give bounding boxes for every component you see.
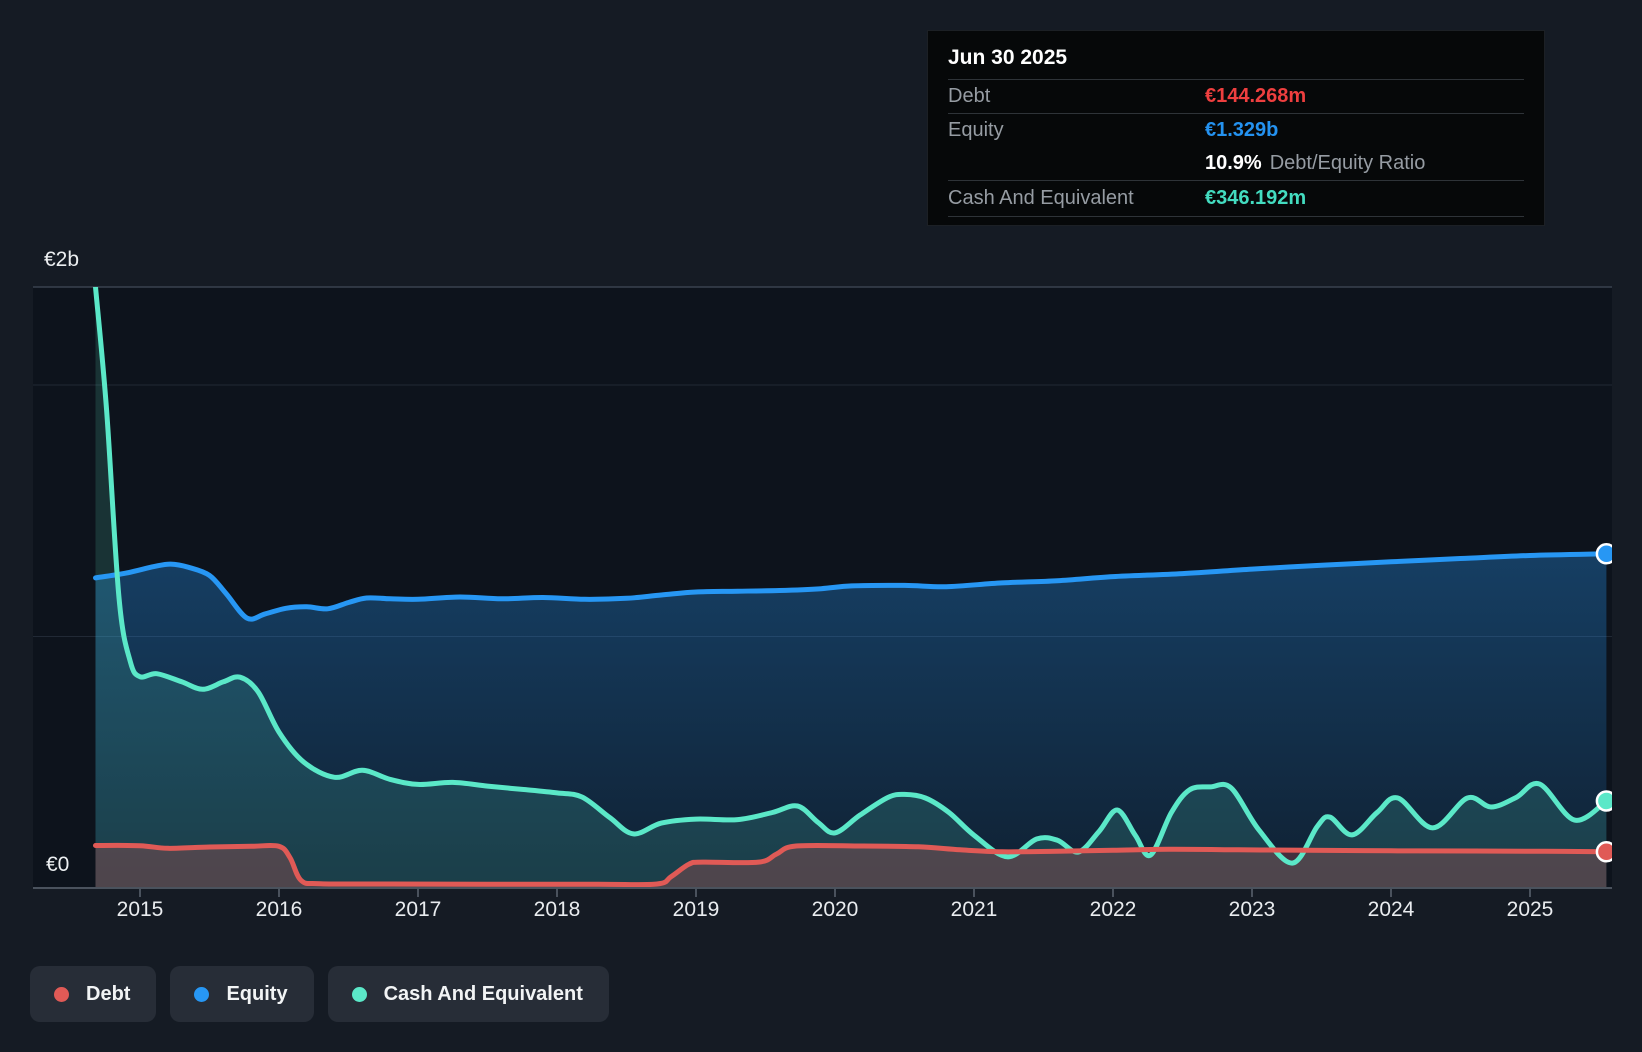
x-axis-year-label: 2019 (673, 898, 720, 921)
tooltip-divider (948, 180, 1524, 181)
chart-tooltip: Jun 30 2025 Debt €144.268m Equity €1.329… (927, 30, 1545, 226)
x-axis-year-label: 2017 (395, 898, 442, 921)
tooltip-divider (948, 79, 1524, 80)
y-axis-max-label: €2b (44, 248, 79, 271)
x-axis-year-label: 2022 (1090, 898, 1137, 921)
tooltip-cash-label: Cash And Equivalent (948, 187, 1134, 209)
legend-label: Cash And Equivalent (383, 982, 583, 1005)
tooltip-divider (948, 113, 1524, 114)
equity-series-dot-icon (194, 986, 210, 1002)
legend-label: Equity (226, 982, 288, 1005)
x-axis-year-label: 2020 (812, 898, 859, 921)
tooltip-debt-value: €144.268m (1205, 85, 1307, 107)
x-axis-year-label: 2016 (256, 898, 303, 921)
tooltip-ratio-value: 10.9% (1205, 152, 1262, 174)
x-axis-year-label: 2015 (117, 898, 164, 921)
x-axis-year-label: 2025 (1507, 898, 1554, 921)
series-end-marker (1595, 543, 1612, 565)
legend-item-debt[interactable]: Debt (30, 966, 157, 1022)
tooltip-date: Jun 30 2025 (948, 46, 1068, 69)
tooltip-ratio-label: Debt/Equity Ratio (1269, 152, 1426, 174)
tooltip-ratio-row: 10.9% Debt/Equity Ratio (948, 147, 1524, 180)
x-axis-year-label: 2021 (951, 898, 998, 921)
tooltip-cash-value: €346.192m (1205, 187, 1307, 209)
tooltip-divider (948, 216, 1524, 217)
chart-legend: Debt Equity Cash And Equivalent (30, 966, 609, 1022)
series-end-marker (1595, 790, 1612, 812)
tooltip-debt-label: Debt (948, 85, 991, 107)
tooltip-equity-row: Equity €1.329b (948, 114, 1524, 147)
y-axis-zero-label: €0 (46, 853, 69, 876)
x-axis-year-label: 2018 (534, 898, 581, 921)
tooltip-equity-value: €1.329b (1205, 119, 1279, 141)
tooltip-equity-label: Equity (948, 119, 1004, 141)
tooltip-cash-row: Cash And Equivalent €346.192m (948, 181, 1524, 216)
series-end-marker (1595, 841, 1612, 863)
tooltip-debt-row: Debt €144.268m (948, 80, 1524, 113)
x-axis-year-label: 2024 (1368, 898, 1415, 921)
legend-item-equity[interactable]: Equity (170, 966, 314, 1022)
cash-series-dot-icon (351, 986, 367, 1002)
legend-item-cash[interactable]: Cash And Equivalent (327, 966, 609, 1022)
debt-series-dot-icon (54, 986, 69, 1002)
legend-label: Debt (86, 982, 131, 1005)
x-axis-year-label: 2023 (1229, 898, 1276, 921)
